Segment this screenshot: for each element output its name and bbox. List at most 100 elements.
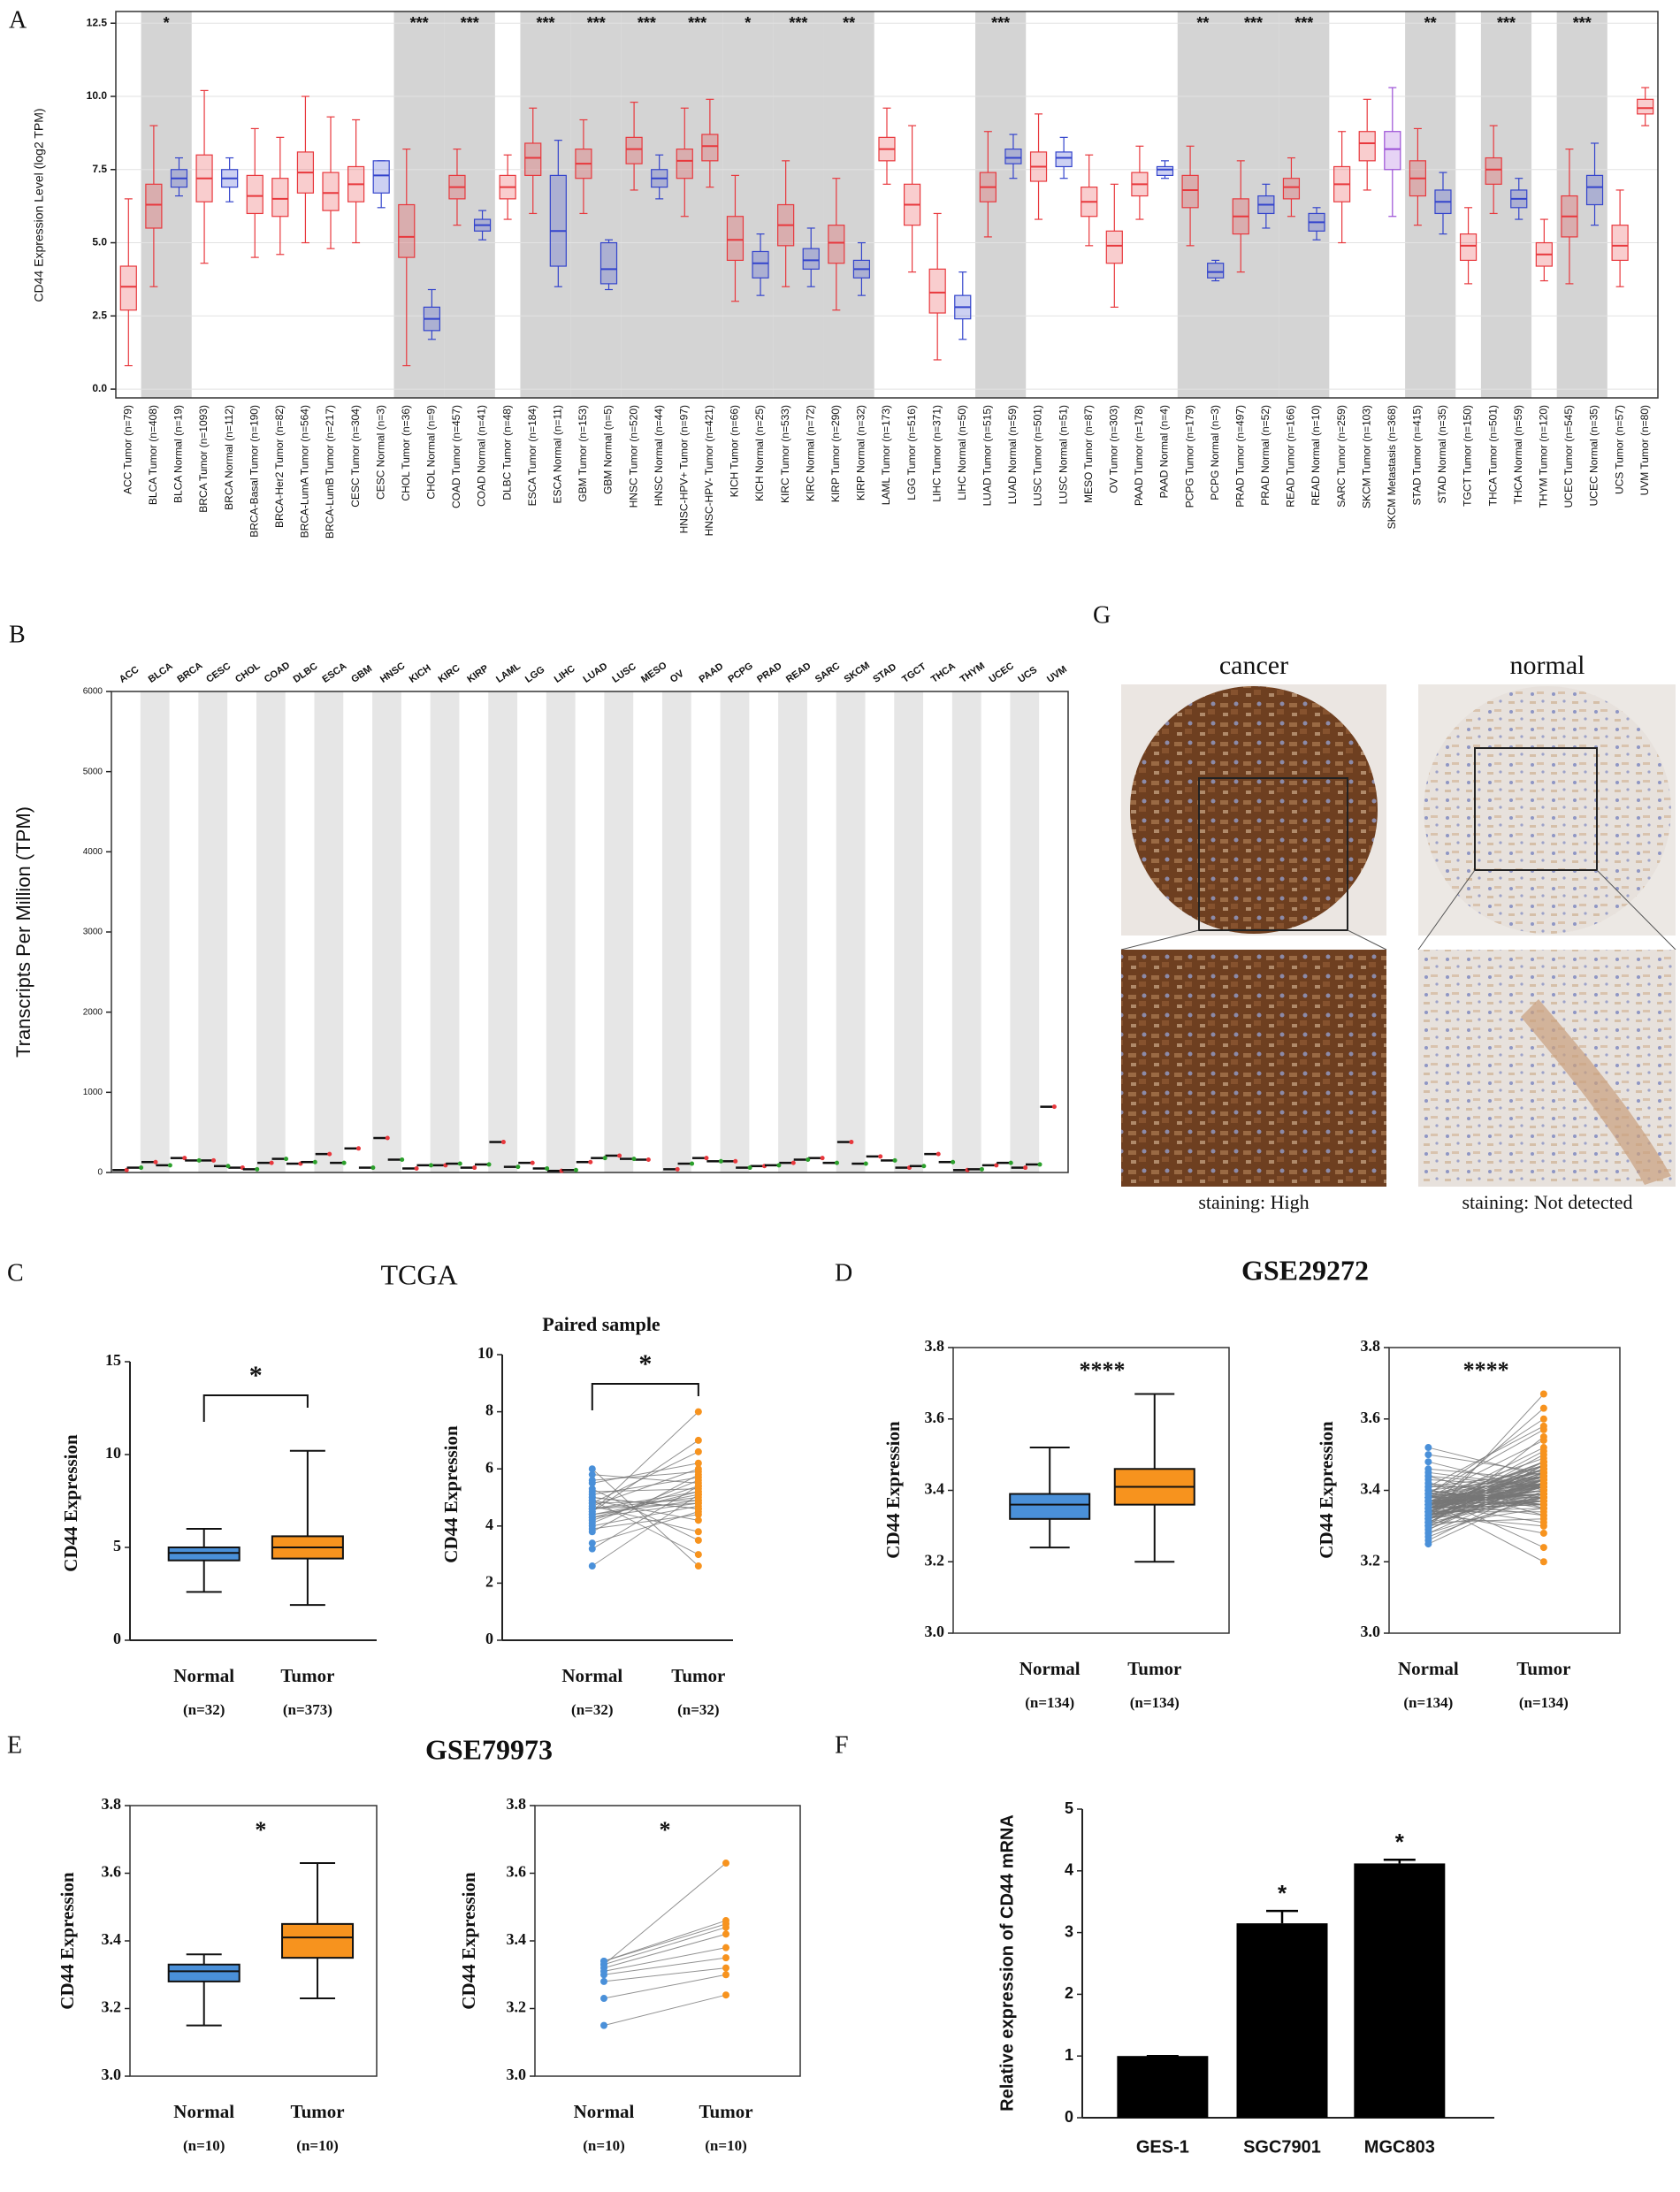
y-tick-label: 7.5 [92, 163, 107, 175]
x-tick-label: TGCT Tumor (n=150) [1462, 405, 1474, 507]
point [588, 1514, 596, 1522]
x-tick-label: PCPG [726, 661, 754, 685]
pair-line [603, 1862, 727, 1966]
median-dot [776, 1163, 782, 1168]
median-dot [835, 1160, 839, 1165]
x-tick-label: KICH [408, 663, 433, 685]
y-axis-label: CD44 Expression Level (log2 TPM) [32, 108, 46, 302]
pair-line [592, 1493, 699, 1516]
column-shade [256, 691, 286, 1172]
box [398, 203, 416, 258]
y-tick-label: 3.0 [925, 1623, 945, 1640]
tissue-band [1521, 999, 1671, 1185]
x-tick-label: MESO [639, 660, 669, 685]
x-tick-label: LAML Tumor (n=173) [880, 405, 892, 505]
y-tick-label: 4000 [83, 847, 103, 857]
y-axis-label: Relative expression of CD44 mRNA [997, 1814, 1017, 2112]
x-tick-label: Normal [1019, 1658, 1081, 1679]
x-tick-label: Tumor [1516, 1658, 1570, 1679]
pair-line [592, 1470, 699, 1481]
pair-line [592, 1474, 699, 1484]
y-tick-label: 3.4 [102, 1930, 122, 1948]
median-dot [530, 1160, 535, 1165]
median-dot [921, 1164, 927, 1169]
panel-letter: F [835, 1731, 849, 1759]
pair-line [1428, 1478, 1545, 1516]
sig-label: *** [789, 14, 807, 32]
pair-line [592, 1477, 699, 1495]
group-shade [671, 11, 723, 398]
x-tick-label: HNSC Normal (n=44) [653, 405, 665, 506]
x-tick-note: (n=134) [1025, 1694, 1074, 1711]
median-dot [182, 1156, 187, 1161]
sig-label: * [164, 14, 170, 32]
panel-letter: E [7, 1731, 22, 1759]
point [1539, 1415, 1547, 1423]
x-tick-label: KICH Tumor (n=66) [729, 405, 741, 497]
point [694, 1482, 702, 1490]
point [694, 1528, 702, 1536]
box [119, 265, 137, 311]
median-dot [588, 1159, 593, 1165]
y-tick-label: 0 [485, 1630, 493, 1647]
sig-label: *** [587, 14, 606, 32]
x-tick-label: LIHC [553, 663, 577, 685]
median-dot [153, 1159, 158, 1165]
sig-bracket [591, 1383, 699, 1410]
sig-label: *** [537, 14, 555, 32]
x-tick-label: UCS Tumor (n=57) [1613, 405, 1625, 494]
median-dot [892, 1157, 897, 1163]
x-tick-label: OV [668, 668, 686, 685]
point [588, 1485, 596, 1493]
box [549, 174, 567, 267]
x-tick-label: LAML [494, 661, 523, 685]
median-dot [284, 1157, 289, 1162]
panel-letter: A [9, 6, 27, 34]
pair-line [603, 1947, 727, 1972]
pair-line [592, 1463, 699, 1484]
x-tick-label: Tumor [291, 2101, 345, 2122]
group-shade [722, 11, 774, 398]
point [694, 1516, 702, 1524]
sig-label: * [660, 1817, 671, 1843]
sig-label: * [249, 1361, 263, 1390]
panel-letter: B [9, 621, 26, 648]
box [625, 136, 643, 164]
x-tick-label: GBM Normal (n=5) [602, 405, 615, 494]
pair-line [592, 1479, 699, 1524]
point [694, 1551, 702, 1559]
x-tick-label: PRAD Normal (n=52) [1259, 405, 1271, 506]
x-tick-label: ESCA Normal (n=11) [551, 405, 563, 504]
x-tick-label: BRCA Tumor (n=1093) [197, 405, 210, 513]
x-tick-label: CHOL Tumor (n=36) [400, 405, 412, 501]
x-tick-label: BLCA [147, 661, 175, 684]
x-tick-label: SKCM Metastasis (n=368) [1386, 405, 1398, 529]
y-tick-label: 8 [485, 1402, 493, 1419]
x-tick-label: KIRP [465, 663, 490, 685]
pair-line [1428, 1482, 1544, 1506]
y-tick-label: 1 [1065, 2046, 1073, 2064]
x-tick-label: LIHC Normal (n=50) [956, 405, 968, 500]
median-dot [356, 1146, 361, 1151]
x-tick-label: Tumor [671, 1665, 725, 1686]
median-dot [645, 1157, 651, 1162]
point [694, 1510, 702, 1518]
point [722, 1971, 729, 1979]
x-tick-note: (n=134) [1403, 1694, 1453, 1711]
x-tick-label: SARC [813, 661, 842, 685]
x-tick-label: CESC Normal (n=3) [374, 405, 386, 500]
point [1539, 1465, 1547, 1473]
y-tick-label: 5.0 [92, 236, 107, 248]
x-tick-label: COAD [263, 660, 292, 684]
point [1539, 1558, 1547, 1566]
point [694, 1447, 702, 1455]
x-tick-label: CESC [204, 661, 233, 684]
column-shade [720, 691, 750, 1172]
x-tick-label: KIRC Tumor (n=533) [779, 405, 791, 503]
box [1181, 174, 1199, 209]
y-axis-label: Transcripts Per Million (TPM) [12, 806, 34, 1058]
y-tick-label: 4 [485, 1516, 493, 1533]
box [1384, 131, 1401, 171]
y-tick-label: 3.0 [102, 2066, 122, 2083]
